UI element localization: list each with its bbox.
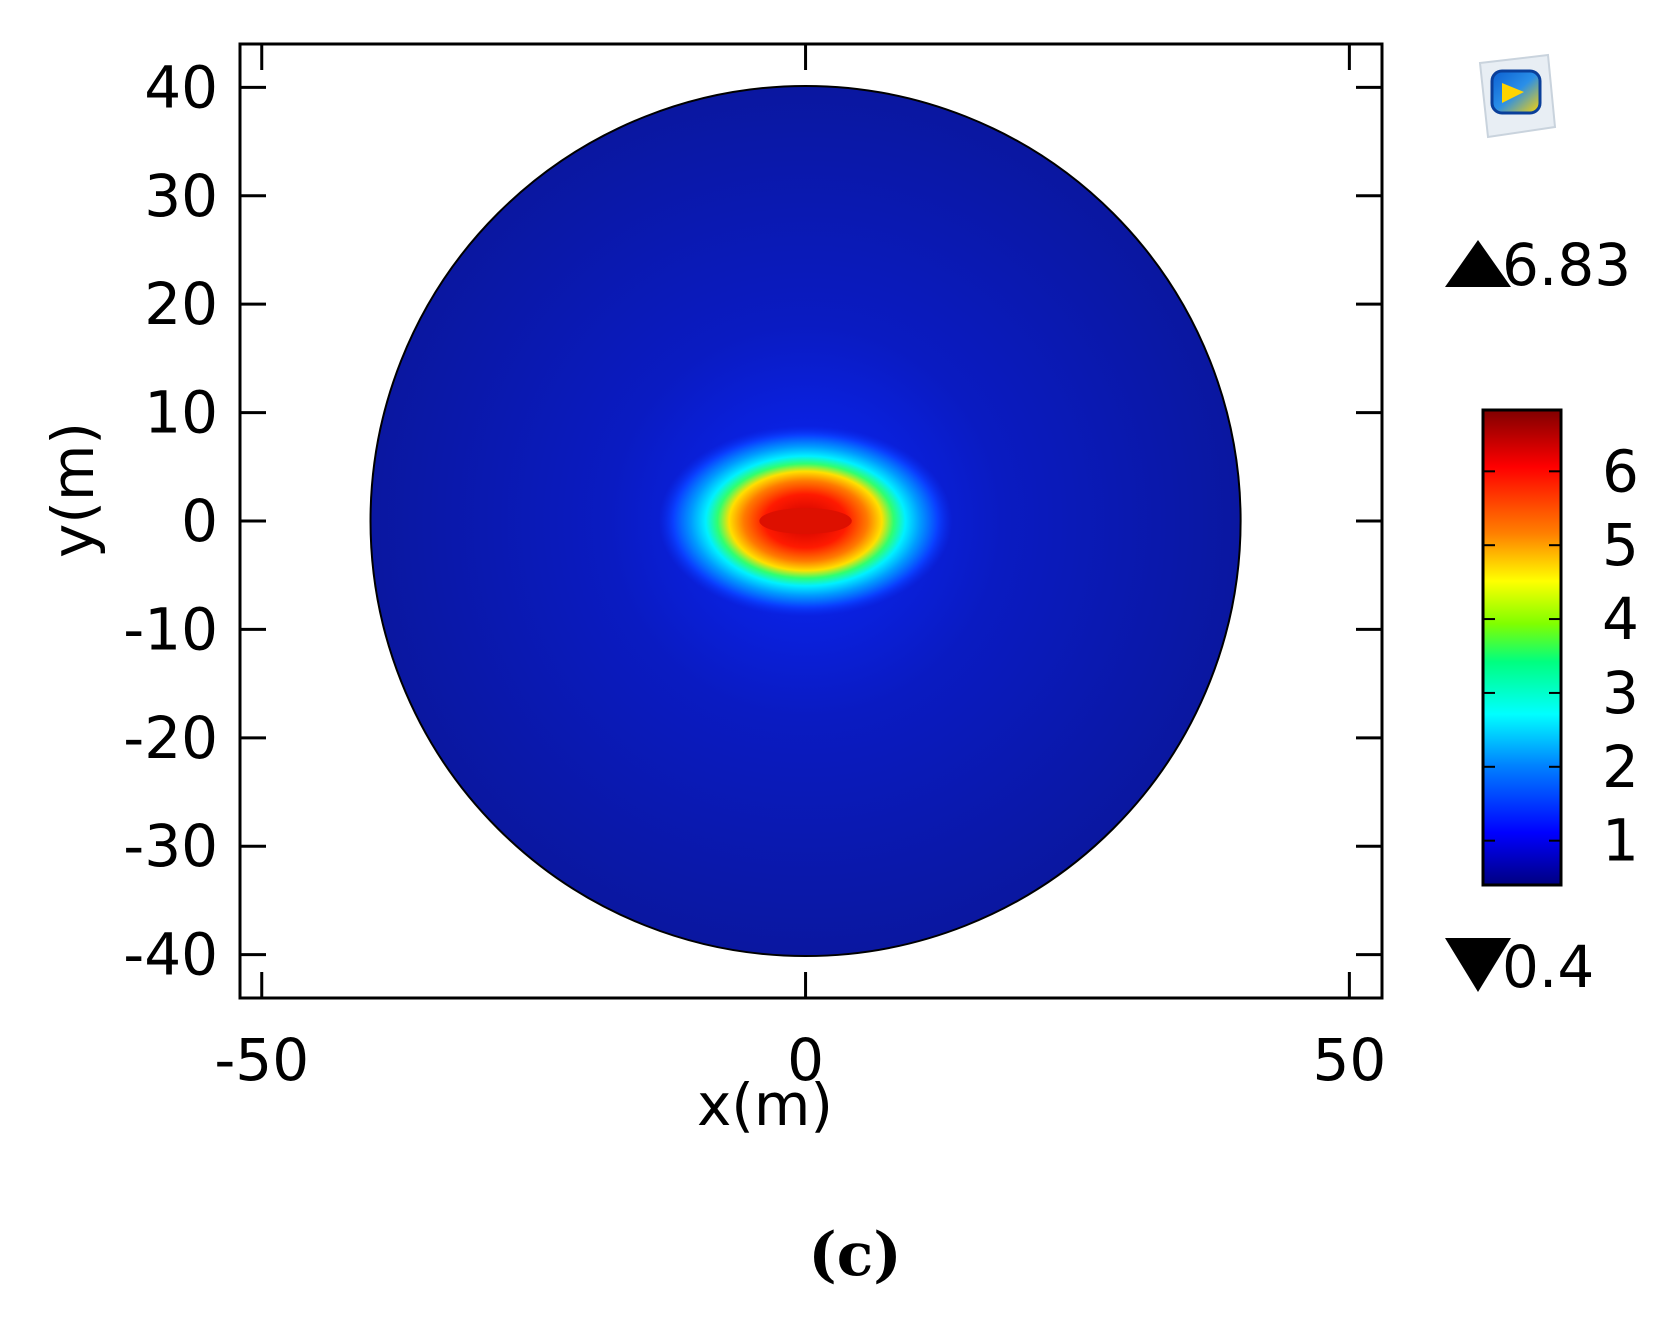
colorbar-tick-label: 3: [1602, 659, 1639, 727]
min-marker-icon: [1445, 938, 1511, 992]
y-tick-label: 20: [144, 270, 218, 338]
y-tick-label: -40: [123, 921, 218, 989]
x-axis-ticks: -50 0 50: [214, 44, 1386, 1094]
y-axis-label: y(m): [39, 422, 107, 558]
y-tick-label: 30: [144, 162, 218, 230]
colorbar-tick-label: 5: [1602, 511, 1639, 579]
y-tick-label: -10: [123, 595, 218, 663]
colorbar-min-label: 0.4: [1502, 933, 1594, 1001]
y-tick-label: -30: [123, 812, 218, 880]
x-tick-label: 0: [787, 1026, 824, 1094]
y-tick-label: 10: [144, 379, 218, 447]
colorbar-tick-label: 6: [1602, 437, 1639, 505]
y-tick-label: -20: [123, 704, 218, 772]
plot-area: [369, 84, 1242, 958]
x-tick-label: -50: [214, 1026, 309, 1094]
y-tick-label: 40: [144, 53, 218, 121]
figure-caption: (c): [808, 1220, 901, 1290]
y-axis-ticks: 40 30 20 10 0 -10 -20 -30 -40: [123, 53, 1382, 989]
hotspot-core: [759, 507, 852, 535]
colorbar-tick-label: 2: [1602, 733, 1639, 801]
colorbar-tick-label: 1: [1602, 807, 1639, 875]
comsol-logo-icon: [1478, 53, 1557, 139]
y-tick-label: 0: [181, 487, 218, 555]
colorbar-tick-label: 4: [1602, 585, 1639, 653]
x-tick-label: 50: [1312, 1026, 1386, 1094]
colorbar-bar: [1481, 408, 1563, 887]
x-axis-label: x(m): [697, 1071, 833, 1139]
colorbar-max-label: 6.83: [1502, 231, 1631, 299]
max-marker-icon: [1445, 240, 1511, 287]
